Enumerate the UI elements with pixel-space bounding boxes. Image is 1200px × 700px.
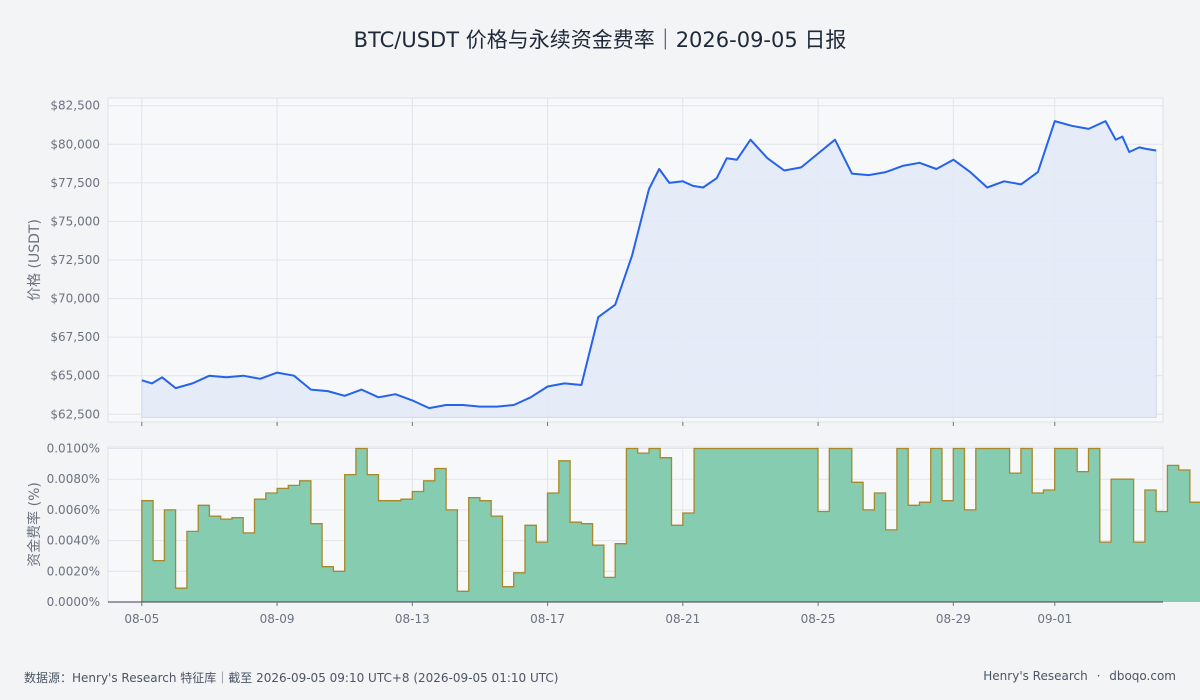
price-ytick-label: $72,500 — [50, 253, 100, 267]
price-ytick-label: $82,500 — [50, 99, 100, 113]
price-axis-title: 价格 (USDT) — [27, 219, 43, 301]
brand-separator: · — [1096, 669, 1101, 683]
x-tick-label: 08-25 — [801, 612, 836, 626]
price-line — [141, 120, 1157, 410]
funding-ytick-label: 0.0060% — [47, 503, 100, 517]
x-tick-label: 08-17 — [530, 612, 565, 626]
x-tick-label: 09-01 — [1037, 612, 1072, 626]
price-ytick-label: $70,000 — [50, 292, 100, 306]
x-tick-label: 08-13 — [395, 612, 430, 626]
brand-credit: Henry's Research · dboqo.com — [983, 669, 1176, 683]
funding-axis-title: 资金费率 (%) — [26, 482, 43, 567]
brand-name: Henry's Research — [983, 669, 1088, 683]
price-ytick-label: $65,000 — [50, 369, 100, 383]
price-ytick-label: $75,000 — [50, 214, 100, 228]
x-tick-label: 08-21 — [665, 612, 700, 626]
funding-step-line — [141, 447, 1200, 602]
brand-site[interactable]: dboqo.com — [1109, 669, 1176, 683]
x-tick-label: 08-29 — [936, 612, 971, 626]
x-axis: 08-05 08-09 08-13 08-17 08-21 08-25 08-29 09-01 — [124, 422, 1072, 626]
price-ytick-label: $80,000 — [50, 137, 100, 151]
chart-title: BTC/USDT 价格与永续资金费率｜2026-09-05 日报 — [353, 28, 847, 52]
funding-panel: 0.0000% 0.0020% 0.0040% 0.0060% 0.0080% 0.010… — [26, 442, 1200, 609]
price-ytick-label: $67,500 — [50, 330, 100, 344]
data-source-note: 数据源：Henry's Research 特征库｜截至 2026-09-05 0… — [24, 671, 559, 685]
funding-ytick-label: 0.0000% — [47, 595, 100, 609]
funding-ytick-label: 0.0100% — [47, 442, 100, 456]
funding-ytick-label: 0.0080% — [47, 472, 100, 486]
x-tick-label: 08-05 — [124, 612, 159, 626]
price-ytick-label: $62,500 — [50, 407, 100, 421]
price-ytick-label: $77,500 — [50, 176, 100, 190]
x-tick-label: 08-09 — [260, 612, 295, 626]
price-panel: $62,500 $65,000 $67,500 $70,000 $72,500 $75,0… — [27, 97, 1164, 423]
funding-ytick-label: 0.0020% — [47, 564, 100, 578]
funding-ytick-label: 0.0040% — [47, 534, 100, 548]
